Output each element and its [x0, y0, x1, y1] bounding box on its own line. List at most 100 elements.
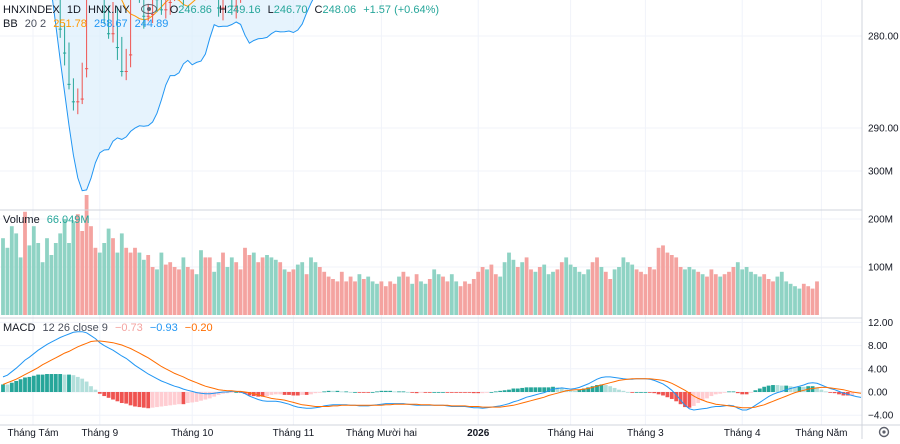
time-tick-label: Tháng Mười hai [346, 428, 417, 439]
visibility-eye-icon[interactable] [141, 4, 157, 14]
time-tick-label: Tháng 4 [724, 428, 761, 439]
macd-histogram-bar [230, 392, 234, 393]
macd-histogram-bar [710, 392, 714, 396]
macd-histogram-bar [314, 392, 318, 393]
volume-bar [94, 248, 98, 315]
close-value: 248.06 [322, 4, 356, 16]
macd-histogram-bar [94, 390, 98, 392]
macd-histogram-bar [820, 390, 824, 392]
volume-bar [591, 262, 595, 315]
volume-bar [666, 253, 670, 315]
volume-bar [793, 286, 797, 315]
volume-bar [696, 272, 700, 315]
volume-legend[interactable]: Volume 66.049M [3, 214, 94, 226]
volume-bar [586, 269, 590, 315]
volume-bar [217, 262, 221, 315]
volume-bar [463, 281, 467, 315]
volume-bar [221, 253, 225, 315]
macd-histogram-bar [358, 392, 362, 393]
volume-bar [102, 243, 106, 315]
price-tick-label: 280.00 [868, 32, 899, 43]
macd-histogram-bar [613, 388, 617, 392]
volume-bar [116, 253, 120, 315]
volume-bar [300, 262, 304, 315]
macd-histogram-bar [63, 375, 67, 392]
volume-bar [278, 262, 282, 315]
macd-histogram-bar [10, 383, 14, 392]
volume-bar [767, 279, 771, 315]
bb-name: BB [3, 18, 18, 30]
time-tick-label: Tháng 11 [273, 428, 315, 439]
volume-bar [212, 272, 216, 315]
volume-bar [265, 255, 269, 315]
volume-bar [771, 281, 775, 315]
macd-histogram-bar [441, 392, 445, 393]
volume-bar [556, 269, 560, 315]
macd-histogram-bar [406, 392, 410, 393]
macd-histogram-bar [617, 390, 621, 392]
symbol-legend: HNXINDEX 1D HNX.NY O246.86 H249.16 L246.… [3, 3, 447, 16]
macd-histogram-bar [195, 392, 199, 402]
volume-bar [758, 277, 762, 315]
volume-bar [234, 262, 238, 315]
volume-bar [344, 281, 348, 315]
volume-bar [261, 257, 265, 315]
volume-bar [283, 269, 287, 315]
macd-histogram-bar [344, 391, 348, 392]
macd-histogram-bar [107, 392, 111, 398]
macd-histogram-bar [776, 385, 780, 392]
volume-bar [45, 238, 49, 315]
volume-bar [622, 257, 626, 315]
macd-histogram-bar [336, 391, 340, 392]
interval-label[interactable]: 1D [67, 4, 81, 16]
macd-histogram-bar [833, 392, 837, 393]
bb-legend[interactable]: BB 20 2 251.78 258.67 244.89 [3, 18, 172, 30]
change-value: +1.57 (+0.64%) [363, 4, 439, 16]
macd-histogram-bar [635, 392, 639, 393]
volume-bar [784, 281, 788, 315]
volume-bar [331, 279, 335, 315]
macd-histogram-bar [454, 392, 458, 393]
symbol-name[interactable]: HNXINDEX [3, 4, 60, 16]
ohlc-values: O246.86 H249.16 L246.70 C248.06 +1.57 (+… [170, 4, 443, 16]
macd-histogram-bar [234, 392, 238, 393]
macd-histogram-bar [415, 392, 419, 393]
macd-legend[interactable]: MACD 12 26 close 9 −0.73 −0.93 −0.20 [3, 322, 217, 334]
volume-bar [402, 272, 406, 315]
volume-bar [322, 272, 326, 315]
candle-body [63, 53, 66, 54]
open-label: O [170, 4, 179, 16]
volume-bar [72, 221, 76, 315]
volume-bar [811, 289, 815, 315]
volume-bar [239, 269, 243, 315]
volume-bar [50, 255, 54, 315]
macd-histogram-bar [371, 392, 375, 393]
macd-histogram-bar [525, 387, 529, 392]
bb-params: 20 2 [25, 18, 46, 30]
volume-bar [525, 257, 529, 315]
volume-bar [270, 257, 274, 315]
macd-histogram-bar [494, 391, 498, 392]
volume-bar [749, 272, 753, 315]
candle-body [111, 33, 114, 34]
volume-bar [683, 269, 687, 315]
volume-bar [503, 262, 507, 315]
macd-signal-value: −0.20 [185, 322, 213, 334]
candle-body [76, 101, 79, 102]
candle-body [85, 68, 88, 69]
volume-bar [652, 269, 656, 315]
volume-bar [692, 269, 696, 315]
volume-bar [340, 272, 344, 315]
volume-bar [714, 274, 718, 315]
volume-bar [314, 262, 318, 315]
volume-bar [542, 265, 546, 315]
volume-bar [661, 245, 665, 315]
volume-bar [76, 214, 80, 315]
macd-histogram-bar [182, 392, 186, 404]
volume-bar [441, 277, 445, 315]
macd-histogram-bar [723, 392, 727, 393]
macd-histogram-bar [80, 379, 84, 392]
volume-bar [177, 269, 181, 315]
volume-bar [58, 233, 62, 315]
